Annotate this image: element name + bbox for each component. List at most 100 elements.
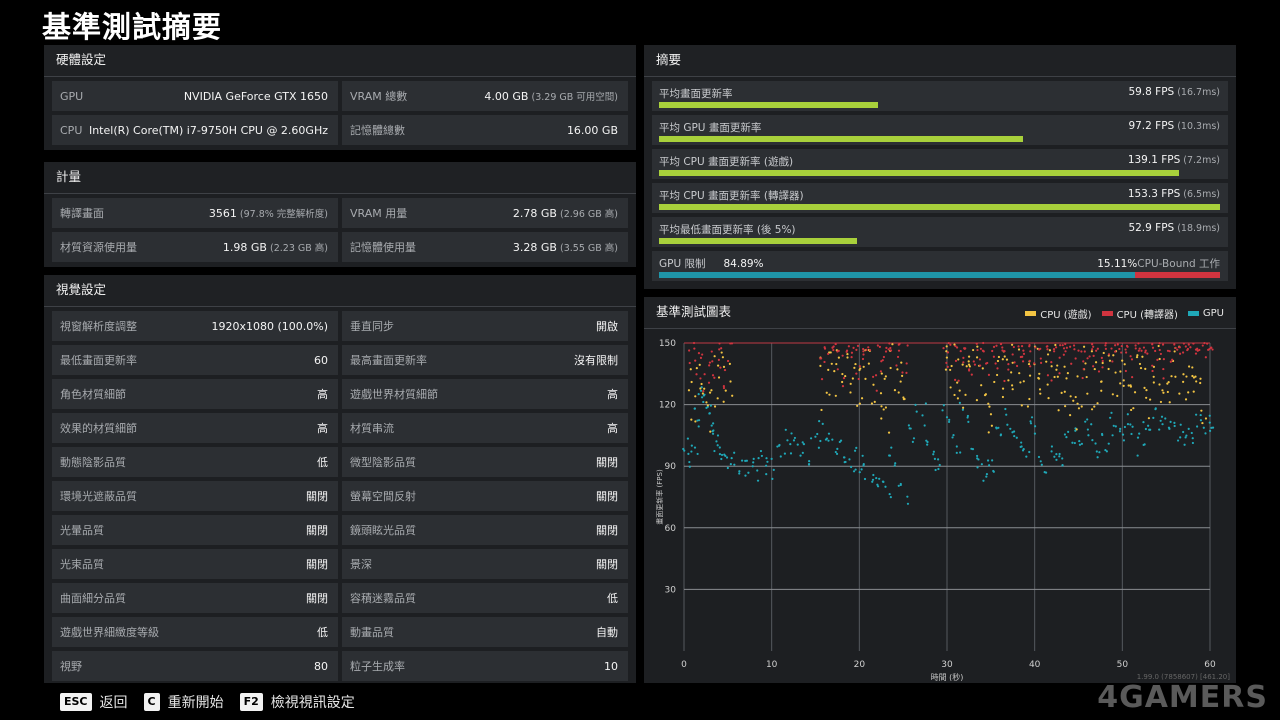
chart-point-gpu xyxy=(779,455,782,458)
chart-point-cpu xyxy=(896,355,900,359)
bottom-action-f2[interactable]: F2 檢視視訊設定 xyxy=(239,692,355,712)
chart-point-gpu xyxy=(941,409,944,412)
chart-point-cpu xyxy=(1100,389,1103,392)
chart-point-cpu xyxy=(1022,380,1025,383)
visual-setting-label: 鏡頭眩光品質 xyxy=(350,524,416,537)
chart-point-cpu xyxy=(1001,349,1004,352)
chart-point-gpu xyxy=(1065,436,1068,439)
summary-bar xyxy=(659,204,1220,210)
cpu-bound-pct: 15.11% xyxy=(1097,258,1138,270)
chart-point-cpu xyxy=(1158,348,1161,352)
chart-point-cpu xyxy=(1047,397,1050,400)
chart-point-cpu xyxy=(1088,355,1091,358)
chart-point-cpu xyxy=(862,347,865,351)
chart-point-cpu xyxy=(1161,389,1164,392)
chart-point-cpu xyxy=(1046,383,1049,386)
chart-point-cpu xyxy=(862,350,865,353)
chart-point-cpu xyxy=(1191,374,1194,378)
chart-point-cpu xyxy=(887,431,891,434)
chart-point-gpu xyxy=(1121,433,1125,436)
bottom-action-c[interactable]: C 重新開始 xyxy=(143,692,224,712)
chart-point-gpu xyxy=(697,419,701,422)
chart-point-gpu xyxy=(699,389,703,392)
chart-point-cpu xyxy=(1093,367,1096,371)
summary-row: 平均最低畫面更新率 (後 5%) 52.9 FPS (18.9ms) xyxy=(652,217,1228,247)
chart-point-gpu xyxy=(889,496,892,499)
chart-point-cpu xyxy=(895,364,898,367)
chart-point-gpu xyxy=(937,458,940,461)
chart-point-cpu xyxy=(905,371,908,374)
chart-point-gpu xyxy=(971,448,975,451)
chart-point-gpu xyxy=(890,446,893,449)
chart-point-cpu xyxy=(1091,343,1094,346)
chart-point-cpu xyxy=(981,367,984,370)
chart-point-cpu xyxy=(957,358,960,361)
chart-point-cpu xyxy=(1101,366,1104,369)
chart-point-cpu xyxy=(1064,350,1067,353)
metric-ram-value: 3.28 GB (3.55 GB 高) xyxy=(512,241,618,254)
chart-point-cpu xyxy=(1192,342,1195,345)
chart-point-cpu xyxy=(1070,362,1073,365)
chart-point-gpu xyxy=(738,470,741,473)
chart-point-cpu xyxy=(1028,359,1031,362)
chart-point-cpu xyxy=(1019,355,1022,359)
visual-setting-value: 開啟 xyxy=(596,320,618,333)
chart-point-gpu xyxy=(765,457,768,460)
chart-point-cpu xyxy=(1134,347,1137,350)
chart-point-gpu xyxy=(690,444,693,447)
chart-point-gpu xyxy=(854,468,857,471)
chart-point-cpu xyxy=(1072,344,1076,347)
chart-point-cpu xyxy=(1082,345,1086,348)
chart-point-gpu xyxy=(884,485,887,488)
chart-point-cpu xyxy=(897,343,900,346)
chart-point-gpu xyxy=(1131,425,1134,428)
chart-point-gpu xyxy=(757,457,760,460)
chart-point-gpu xyxy=(702,400,705,404)
chart-point-cpu xyxy=(1122,379,1125,382)
chart-point-gpu xyxy=(1022,448,1025,451)
chart-point-cpu xyxy=(1037,377,1041,380)
bottom-action-label: 返回 xyxy=(99,695,128,711)
visual-setting-value: 自動 xyxy=(596,626,618,639)
chart-point-cpu xyxy=(1010,343,1014,346)
bottom-action-esc[interactable]: ESC 返回 xyxy=(60,692,128,712)
chart-point-cpu xyxy=(1187,365,1191,368)
chart-point-cpu xyxy=(993,380,996,384)
chart-point-cpu xyxy=(1122,384,1125,387)
chart-point-cpu xyxy=(819,364,822,367)
chart-point-gpu xyxy=(1161,423,1164,426)
chart-point-gpu xyxy=(733,463,736,466)
chart-point-cpu xyxy=(1096,402,1099,405)
chart-point-cpu xyxy=(1003,355,1006,358)
chart-point-cpu xyxy=(1028,345,1031,348)
chart-point-cpu xyxy=(1101,359,1104,363)
y-tick-label: 30 xyxy=(665,585,677,595)
chart-point-gpu xyxy=(1184,436,1187,439)
chart-point-gpu xyxy=(855,446,858,450)
chart-point-cpu xyxy=(1090,408,1094,411)
chart-point-cpu xyxy=(1022,349,1025,352)
chart-point-cpu xyxy=(1065,346,1068,349)
chart-point-cpu xyxy=(1123,363,1126,366)
chart-point-gpu xyxy=(713,449,716,453)
chart-point-cpu xyxy=(1011,353,1014,356)
chart-point-cpu xyxy=(1003,349,1006,353)
visual-setting-row: 微型陰影品質 關閉 xyxy=(342,447,628,477)
chart-point-gpu xyxy=(1105,450,1108,453)
chart-point-cpu xyxy=(1189,346,1192,349)
chart-point-cpu xyxy=(1177,346,1181,349)
chart-point-gpu xyxy=(999,434,1002,437)
chart-point-gpu xyxy=(744,459,747,462)
chart-point-gpu xyxy=(827,432,831,435)
visual-setting-label: 視野 xyxy=(60,660,82,673)
chart-point-gpu xyxy=(862,462,865,466)
chart-point-cpu xyxy=(1093,405,1096,408)
chart-point-cpu xyxy=(1056,375,1059,378)
chart-point-gpu xyxy=(688,465,691,468)
chart-point-cpu xyxy=(720,351,723,354)
chart-point-cpu xyxy=(1013,361,1016,364)
chart-point-cpu xyxy=(1107,353,1111,356)
visual-setting-value: 關閉 xyxy=(306,490,328,503)
chart-point-cpu xyxy=(880,372,883,375)
chart-point-cpu xyxy=(967,360,970,363)
